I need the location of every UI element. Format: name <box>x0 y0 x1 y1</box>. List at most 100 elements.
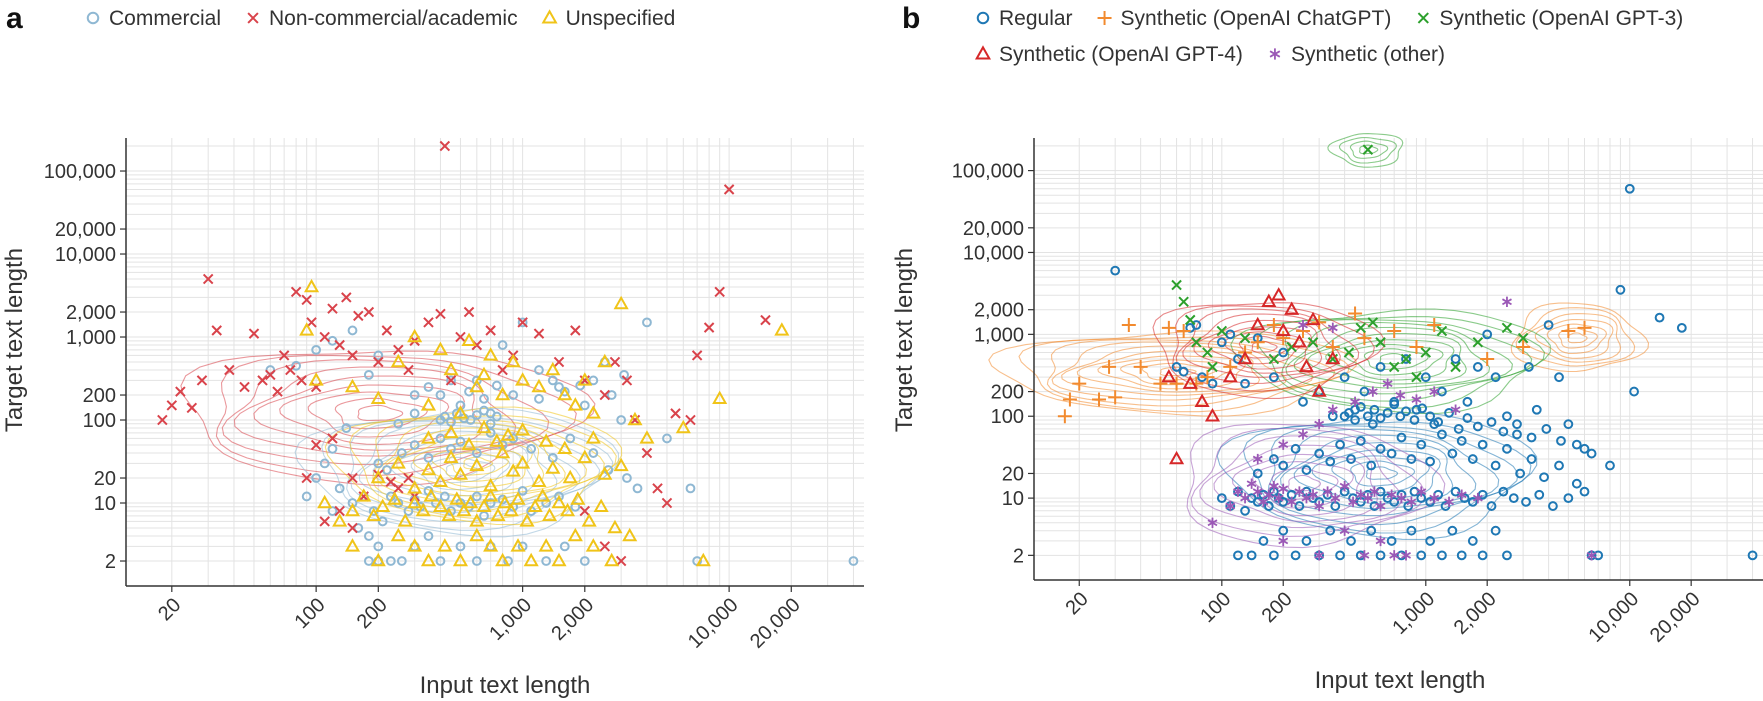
legend-label: Unspecified <box>566 7 676 30</box>
data-point <box>547 375 558 386</box>
data-point <box>1396 492 1407 504</box>
data-point <box>599 389 611 401</box>
data-point <box>495 552 511 567</box>
x-tick-label: 20 <box>1061 588 1092 619</box>
data-point <box>393 483 404 494</box>
legend-item: Commercial <box>86 7 221 30</box>
data-point <box>515 372 531 386</box>
data-point <box>363 531 374 541</box>
data-point <box>1346 454 1356 464</box>
legend-item: Synthetic (OpenAI ChatGPT) <box>1097 7 1391 30</box>
x-tick-label: 1,000 <box>485 594 536 645</box>
data-point <box>432 341 449 356</box>
data-point <box>463 306 475 318</box>
data-point <box>1271 287 1287 301</box>
data-point <box>1425 536 1436 546</box>
series-synthetic-openai-gpt-3- <box>1171 144 1529 383</box>
data-point <box>1268 454 1279 464</box>
data-point <box>461 332 477 347</box>
data-point <box>1515 468 1526 479</box>
data-point <box>515 455 531 469</box>
data-point <box>510 538 526 552</box>
data-point <box>1563 493 1574 504</box>
legend-marker <box>1269 48 1281 60</box>
density-contour-line <box>1046 339 1336 407</box>
data-point <box>760 314 771 326</box>
data-point <box>1240 492 1251 504</box>
density-contour-line <box>1207 326 1313 370</box>
density-contour-line <box>1076 350 1261 393</box>
data-point <box>272 386 283 397</box>
data-point <box>423 531 434 541</box>
data-point <box>1222 368 1238 383</box>
data-point <box>485 325 496 336</box>
x-tick-label: 10,000 <box>1584 588 1643 647</box>
data-point <box>577 449 593 464</box>
data-point <box>452 552 469 567</box>
data-point <box>1284 301 1300 315</box>
data-point <box>534 365 544 375</box>
data-point <box>373 350 384 361</box>
panel-b-y-axis-title: Target text length <box>891 248 918 432</box>
data-point <box>1233 550 1243 561</box>
data-point <box>1586 448 1597 459</box>
data-point <box>471 375 482 386</box>
density-contour-line <box>1510 302 1650 373</box>
data-point <box>1375 500 1386 512</box>
density-contour-line <box>1567 332 1588 344</box>
data-point <box>1593 550 1604 561</box>
data-point <box>1516 340 1531 355</box>
data-point <box>465 415 476 425</box>
data-point <box>396 556 407 566</box>
data-point <box>1433 417 1444 427</box>
legend-marker <box>976 11 990 25</box>
data-point <box>423 452 434 463</box>
data-point <box>409 408 420 419</box>
data-point <box>1389 550 1400 561</box>
data-point <box>622 473 632 483</box>
data-point <box>1406 454 1417 464</box>
data-point <box>347 350 358 361</box>
density-contour-line <box>988 330 1357 417</box>
data-point <box>303 278 320 293</box>
data-point <box>1246 478 1257 489</box>
data-point <box>533 328 545 339</box>
data-point <box>1240 505 1250 516</box>
data-point <box>675 419 691 434</box>
series-synthetic-other- <box>1207 296 1597 561</box>
data-point <box>579 400 590 411</box>
data-point <box>1367 419 1378 430</box>
data-point <box>1490 372 1501 383</box>
data-point <box>278 350 290 361</box>
data-point <box>327 506 338 516</box>
density-contour-line <box>1256 316 1546 409</box>
x-tick-label: 10,000 <box>684 594 743 653</box>
data-point <box>390 455 406 469</box>
data-point <box>554 491 564 502</box>
density-contour-line <box>253 375 483 451</box>
data-point <box>1456 435 1467 446</box>
data-point <box>1357 331 1372 346</box>
data-point <box>613 295 629 310</box>
data-point <box>1579 486 1590 497</box>
data-point <box>1252 486 1263 497</box>
data-point <box>334 505 345 517</box>
data-point <box>469 513 485 527</box>
data-point <box>1191 320 1202 330</box>
data-point <box>166 400 178 411</box>
data-point <box>485 418 496 429</box>
data-point <box>1184 314 1196 326</box>
data-point <box>622 527 638 542</box>
data-point <box>599 541 611 552</box>
x-tick-label: 2,000 <box>547 594 598 645</box>
data-point <box>1472 492 1483 504</box>
density-contour-line <box>1331 455 1430 494</box>
y-tick-label: 200 <box>83 385 116 407</box>
data-point <box>407 328 423 343</box>
data-point <box>1355 322 1367 334</box>
data-point <box>409 390 420 400</box>
density-contour-line <box>1252 461 1354 509</box>
data-point <box>471 491 482 502</box>
data-point <box>1401 550 1411 561</box>
density-contour-line <box>1186 423 1446 549</box>
